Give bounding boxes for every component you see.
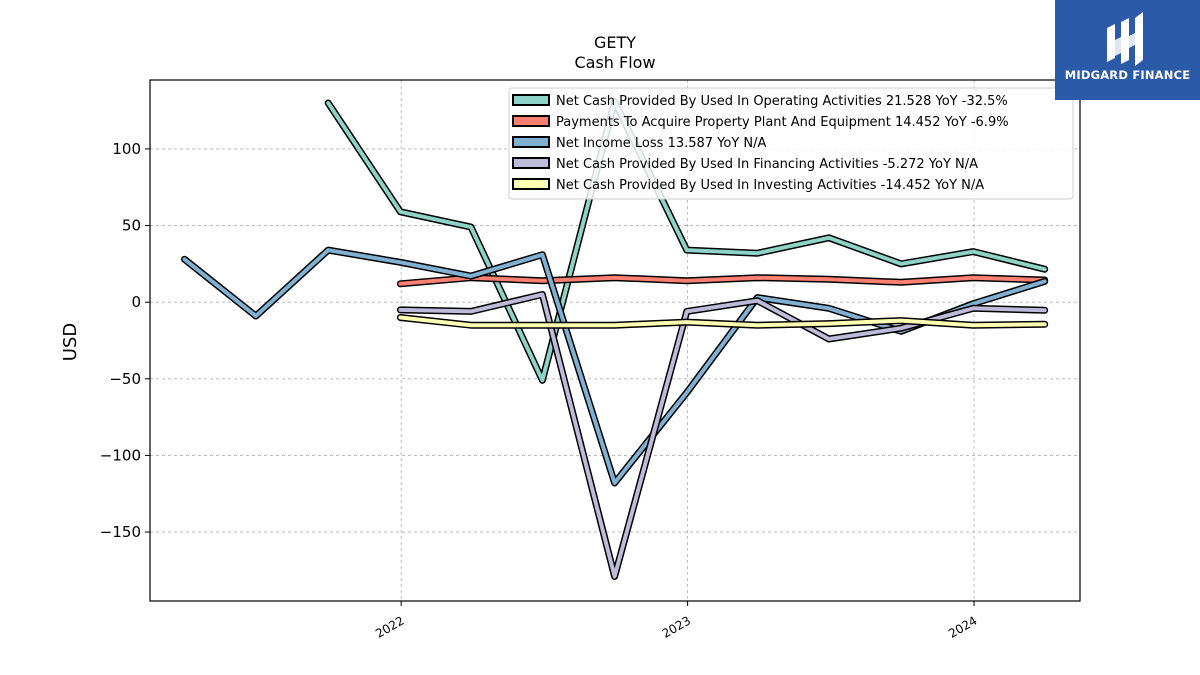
series-3 bbox=[181, 246, 1049, 487]
midgard-finance-logo: MIDGARD FINANCE bbox=[1055, 0, 1200, 100]
series-line bbox=[326, 99, 1047, 383]
legend-swatch bbox=[512, 178, 550, 190]
logo-mark-icon bbox=[1107, 12, 1143, 66]
y-tick-label: 50 bbox=[122, 217, 141, 235]
legend-swatch bbox=[512, 115, 550, 127]
series-line bbox=[398, 315, 1047, 328]
legend-swatch bbox=[512, 94, 550, 106]
legend-swatch bbox=[512, 136, 550, 148]
chart-subtitle: Cash Flow bbox=[574, 53, 655, 72]
legend-label: Net Cash Provided By Used In Operating A… bbox=[556, 94, 1008, 109]
series-lines bbox=[181, 98, 1049, 580]
y-tick-label: 0 bbox=[131, 293, 141, 311]
series-2 bbox=[396, 274, 1049, 288]
series-line bbox=[398, 275, 1047, 286]
x-tick-label: 2022 bbox=[373, 613, 406, 640]
y-tick-label: 100 bbox=[112, 140, 141, 158]
legend: Net Cash Provided By Used In Operating A… bbox=[508, 87, 1074, 200]
y-axis: 100 50 0 −50 −100 −150 bbox=[100, 140, 150, 541]
series-4 bbox=[396, 291, 1049, 580]
legend-label: Net Cash Provided By Used In Investing A… bbox=[556, 178, 984, 193]
y-axis-label: USD bbox=[60, 323, 81, 361]
series-5 bbox=[396, 314, 1049, 329]
legend-label: Net Cash Provided By Used In Financing A… bbox=[556, 157, 978, 172]
x-tick-label: 2023 bbox=[660, 613, 693, 640]
y-tick-label: −100 bbox=[100, 446, 141, 464]
y-tick-label: −50 bbox=[109, 370, 141, 388]
series-1 bbox=[324, 98, 1049, 384]
logo-text: MIDGARD FINANCE bbox=[1064, 68, 1191, 82]
series-line bbox=[182, 248, 1047, 485]
series-line bbox=[398, 292, 1047, 579]
y-tick-label: −150 bbox=[100, 523, 141, 541]
x-axis: 2022 2023 2024 bbox=[373, 601, 980, 641]
series-line-outline bbox=[396, 291, 1049, 580]
legend-swatch bbox=[512, 157, 550, 169]
legend-label: Payments To Acquire Property Plant And E… bbox=[556, 115, 1009, 130]
legend-box bbox=[508, 87, 1074, 200]
chart-title: GETY bbox=[594, 33, 636, 52]
legend-label: Net Income Loss 13.587 YoY N/A bbox=[556, 136, 767, 151]
series-line-outline bbox=[181, 246, 1049, 487]
plot-area-frame bbox=[149, 79, 1081, 602]
x-tick-label: 2024 bbox=[946, 613, 979, 640]
